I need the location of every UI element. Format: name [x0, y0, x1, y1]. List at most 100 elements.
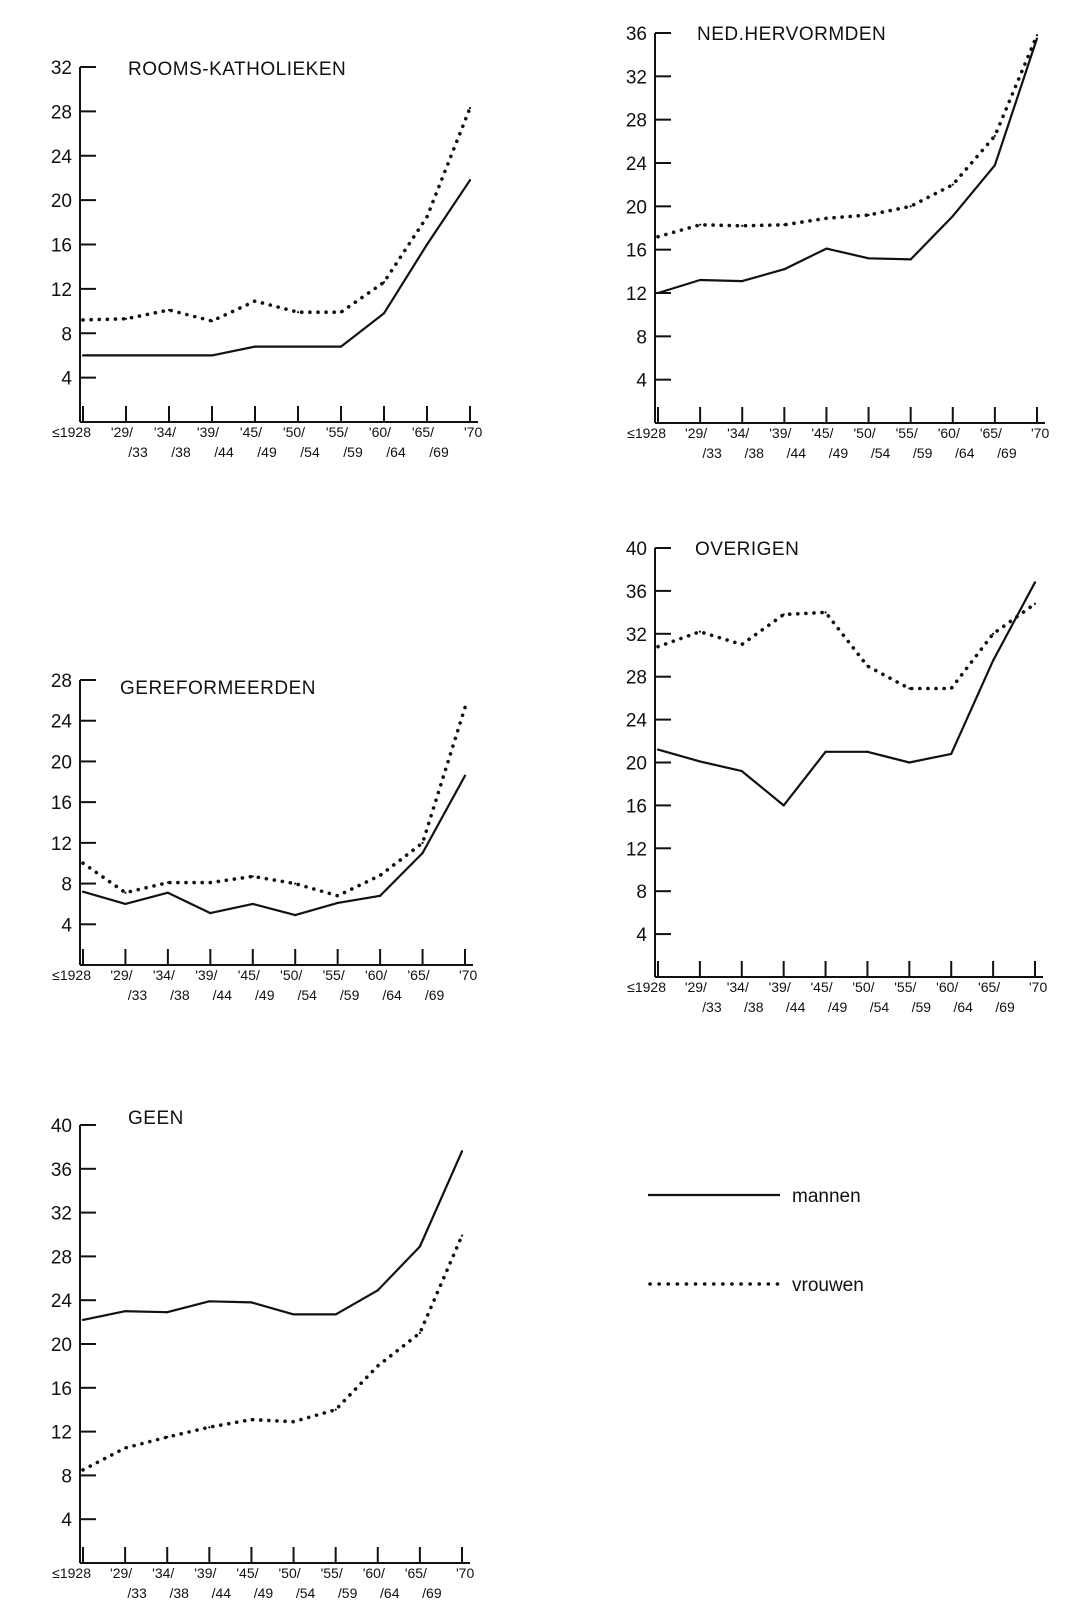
- x-tick-label: '60/: [938, 425, 960, 441]
- data-point-mannen: [866, 750, 869, 753]
- data-point-vrouwen: [250, 1418, 253, 1421]
- y-tick-label: 4: [636, 925, 647, 946]
- data-point-vrouwen: [1033, 602, 1037, 605]
- y-tick-label: 8: [61, 875, 72, 896]
- data-point-vrouwen: [425, 215, 429, 218]
- data-point-mannen: [296, 345, 300, 348]
- data-point-vrouwen: [124, 891, 127, 894]
- x-tick-label: '29/: [110, 1565, 132, 1581]
- data-point-mannen: [292, 1313, 295, 1316]
- data-point-mannen: [81, 1318, 85, 1322]
- x-tick-label: '70: [456, 1565, 474, 1581]
- x-tick-label-lower: /44: [212, 1585, 232, 1601]
- data-point-vrouwen: [951, 183, 954, 186]
- data-point-mannen: [251, 902, 254, 906]
- x-tick-label: '70: [464, 424, 482, 440]
- series-line-mannen: [657, 38, 1039, 295]
- data-point-mannen: [993, 164, 996, 167]
- y-tick-label: 24: [626, 154, 648, 175]
- x-tick-label-lower: /64: [382, 987, 402, 1003]
- data-point-vrouwen: [124, 317, 128, 320]
- y-tick-label: 36: [626, 24, 647, 45]
- x-tick-label: '50/: [853, 425, 875, 441]
- data-point-mannen: [124, 354, 128, 357]
- y-tick-label: 40: [51, 1116, 72, 1137]
- data-point-vrouwen: [81, 862, 85, 865]
- data-point-mannen: [699, 278, 702, 282]
- data-point-mannen: [698, 760, 701, 763]
- x-tick-label: '45/: [238, 967, 260, 983]
- y-tick-label: 4: [61, 369, 72, 390]
- data-point-mannen: [867, 257, 870, 260]
- x-tick-label-lower: /54: [296, 1585, 316, 1601]
- data-point-mannen: [950, 752, 953, 756]
- data-point-vrouwen: [825, 217, 828, 220]
- y-tick-label: 32: [626, 67, 647, 88]
- data-point-vrouwen: [460, 1234, 464, 1237]
- x-tick-label-lower: /38: [169, 1585, 189, 1601]
- x-tick-label: '39/: [197, 424, 219, 440]
- data-point-vrouwen: [699, 223, 702, 226]
- y-tick-label: 32: [626, 625, 647, 646]
- x-tick-label: '70: [459, 967, 477, 983]
- data-point-mannen: [908, 761, 911, 764]
- data-point-vrouwen: [656, 645, 660, 648]
- x-tick-label-lower: /69: [422, 1585, 442, 1601]
- panel-title: GEEN: [128, 1108, 184, 1129]
- data-point-vrouwen: [656, 235, 660, 238]
- x-tick-label: '70: [1029, 979, 1047, 995]
- x-tick-label: '60/: [363, 1565, 385, 1581]
- legend-label-vrouwen: vrouwen: [792, 1275, 864, 1296]
- y-tick-label: 32: [51, 1204, 72, 1225]
- data-point-vrouwen: [292, 1420, 295, 1423]
- data-point-vrouwen: [209, 881, 212, 884]
- x-tick-label-lower: /59: [343, 444, 363, 460]
- y-tick-label: 8: [636, 327, 647, 348]
- x-tick-label: '34/: [727, 979, 749, 995]
- y-tick-label: 8: [61, 1466, 72, 1487]
- data-point-vrouwen: [993, 134, 996, 138]
- y-tick-label: 12: [626, 839, 647, 860]
- data-point-vrouwen: [336, 894, 339, 897]
- x-tick-label-lower: /69: [425, 987, 445, 1003]
- x-tick-label: '55/: [894, 979, 916, 995]
- legend-label-mannen: mannen: [792, 1186, 861, 1207]
- x-tick-label-lower: /69: [429, 444, 449, 460]
- x-tick-label-lower: /38: [744, 999, 764, 1015]
- x-tick-label-lower: /59: [338, 1585, 358, 1601]
- data-point-vrouwen: [167, 308, 171, 312]
- x-tick-label: '60/: [365, 967, 387, 983]
- data-point-mannen: [425, 243, 429, 246]
- x-tick-label-lower: /64: [953, 999, 973, 1015]
- data-point-vrouwen: [468, 106, 472, 110]
- x-tick-label-lower: /38: [171, 444, 191, 460]
- data-point-vrouwen: [166, 881, 169, 884]
- y-tick-label: 28: [626, 111, 647, 132]
- data-point-mannen: [740, 769, 743, 773]
- data-point-mannen: [992, 659, 995, 662]
- data-point-mannen: [376, 1289, 379, 1292]
- y-tick-label: 16: [626, 796, 647, 817]
- data-point-vrouwen: [418, 1331, 421, 1335]
- x-tick-label: '39/: [194, 1565, 216, 1581]
- x-tick-label: '70: [1031, 425, 1049, 441]
- data-point-vrouwen: [782, 613, 785, 616]
- y-tick-label: 12: [51, 834, 72, 855]
- data-point-mannen: [336, 901, 339, 905]
- y-tick-label: 20: [51, 1335, 72, 1356]
- y-tick-label: 16: [51, 793, 72, 814]
- x-tick-label-lower: /54: [300, 444, 320, 460]
- data-point-vrouwen: [824, 611, 827, 614]
- x-tick-label: '60/: [936, 979, 958, 995]
- legend: mannen vrouwen: [648, 1186, 864, 1296]
- x-tick-label-lower: /33: [127, 1585, 147, 1601]
- data-point-mannen: [81, 890, 85, 893]
- x-tick-label: '50/: [280, 967, 302, 983]
- y-tick-label: 24: [51, 147, 73, 168]
- series-line-vrouwen: [81, 106, 472, 323]
- panel-rooms-katholieken: ROOMS-KATHOLIEKEN 4 8 12 16 20 24 28 32 ≤1928 '29/…: [51, 58, 483, 460]
- data-point-mannen: [253, 345, 257, 348]
- x-tick-label: '29/: [685, 425, 707, 441]
- x-tick-label: ≤1928: [627, 425, 666, 441]
- x-tick-label: '65/: [407, 967, 429, 983]
